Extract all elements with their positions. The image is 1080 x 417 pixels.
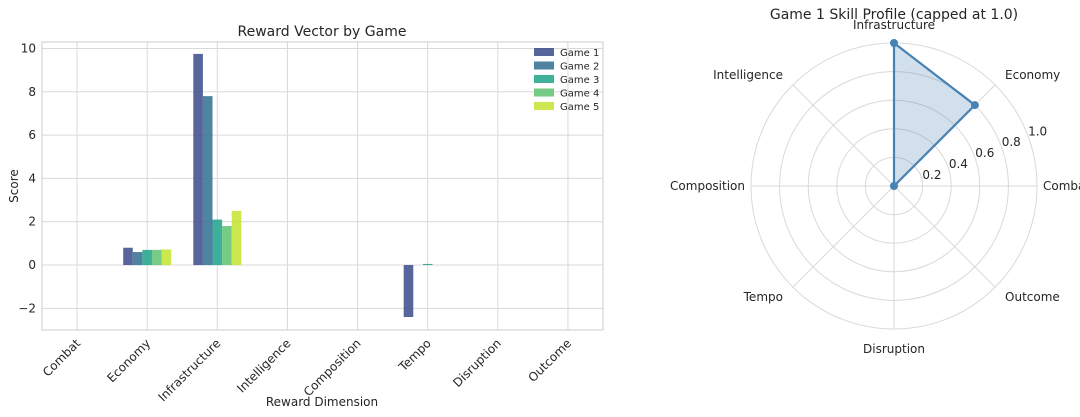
x-tick-label-combat: Combat — [40, 336, 83, 379]
x-tick-label-intelligence: Intelligence — [234, 336, 293, 395]
bar-game-2-infrastructure — [202, 96, 213, 266]
bar-game-5-economy — [161, 249, 172, 266]
x-tick-label-economy: Economy — [104, 336, 153, 385]
bar-game-1-tempo — [403, 265, 414, 318]
radar-chart-axis-labels: Combat Economy Infrastructure Intelligence C… — [670, 18, 1080, 356]
x-tick-label-infrastructure: Infrastructure — [155, 336, 223, 404]
y-tick-label: 6 — [28, 128, 36, 142]
legend-label-game-5: Game 5 — [560, 102, 599, 113]
legend-label-game-2: Game 2 — [560, 62, 599, 73]
y-tick-label: 0 — [28, 258, 36, 272]
radar-chart-series — [890, 39, 979, 190]
x-tick-label-outcome: Outcome — [525, 336, 574, 385]
bar-chart-legend: Game 1 Game 2 Game 3 Game 4 Game 5 — [534, 48, 599, 113]
bar-game-5-infrastructure — [231, 210, 242, 266]
radar-area — [894, 43, 975, 186]
bar-game-4-infrastructure — [222, 226, 232, 266]
radar-spoke — [893, 185, 996, 288]
legend-swatch-game-2 — [534, 61, 554, 70]
y-tick-label: 2 — [28, 215, 36, 229]
radar-chart-title: Game 1 Skill Profile (capped at 1.0) — [770, 7, 1018, 23]
radial-tick-label: 0.4 — [949, 157, 968, 171]
legend-label-game-1: Game 1 — [560, 48, 599, 59]
radar-point-origin — [890, 182, 898, 190]
radar-chart-radial-ticks: 0.2 0.4 0.6 0.8 1.0 — [922, 124, 1047, 182]
radar-axis-label-intelligence: Intelligence — [713, 68, 783, 82]
legend-label-game-4: Game 4 — [560, 89, 599, 100]
bar-chart-bars — [123, 53, 433, 318]
radar-spoke — [792, 185, 895, 288]
bar-game-4-economy — [151, 249, 162, 266]
bar-game-1-economy — [123, 247, 133, 266]
bar-game-3-economy — [142, 249, 152, 266]
x-tick-label-tempo: Tempo — [395, 336, 433, 374]
bar-chart-x-ticks: Combat Economy Infrastructure Intelligence C… — [40, 336, 574, 404]
radar-point-infrastructure — [890, 39, 898, 47]
radar-axis-label-composition: Composition — [670, 179, 745, 193]
radial-tick-label: 0.2 — [922, 168, 941, 182]
radar-axis-label-disruption: Disruption — [863, 342, 925, 356]
bar-game-2-economy — [132, 252, 143, 266]
radial-tick-label: 0.8 — [1002, 135, 1021, 149]
legend-swatch-game-1 — [534, 48, 554, 56]
y-tick-label: 8 — [28, 85, 36, 99]
radar-axis-label-outcome: Outcome — [1005, 290, 1060, 304]
bar-chart: Reward Vector by Game −2 0 2 4 6 8 10 Combat Ec… — [7, 24, 604, 409]
bar-chart-x-axis-label: Reward Dimension — [266, 395, 378, 409]
legend-swatch-game-4 — [534, 88, 554, 97]
radar-axis-label-economy: Economy — [1005, 68, 1060, 82]
bar-game-3-tempo — [422, 263, 433, 266]
bar-chart-y-ticks: −2 0 2 4 6 8 10 — [18, 41, 36, 315]
radar-spoke — [792, 84, 895, 187]
bar-game-1-infrastructure — [193, 53, 203, 266]
bar-chart-grid — [42, 42, 603, 330]
y-tick-label: 4 — [28, 171, 36, 185]
legend-label-game-3: Game 3 — [560, 75, 599, 86]
radar-point-economy — [970, 101, 979, 110]
radar-axis-label-combat: Combat — [1043, 179, 1080, 193]
x-tick-label-disruption: Disruption — [450, 336, 504, 390]
bar-chart-y-axis-label: Score — [7, 169, 21, 203]
radial-tick-label: 0.6 — [975, 146, 994, 160]
bar-chart-frame — [41, 41, 604, 331]
radar-axis-label-infrastructure: Infrastructure — [853, 18, 935, 32]
bar-game-3-infrastructure — [212, 219, 223, 266]
radar-line — [892, 41, 977, 188]
x-tick-label-composition: Composition — [301, 336, 364, 399]
bar-chart-title: Reward Vector by Game — [238, 24, 407, 40]
radar-axis-label-tempo: Tempo — [743, 290, 783, 304]
radial-tick-label: 1.0 — [1028, 124, 1047, 138]
radar-chart: Game 1 Skill Profile (capped at 1.0) 0.2… — [670, 7, 1080, 356]
y-tick-label: −2 — [18, 301, 36, 315]
legend-swatch-game-5 — [534, 102, 554, 110]
y-tick-label: 10 — [21, 41, 36, 55]
legend-swatch-game-3 — [534, 75, 554, 83]
